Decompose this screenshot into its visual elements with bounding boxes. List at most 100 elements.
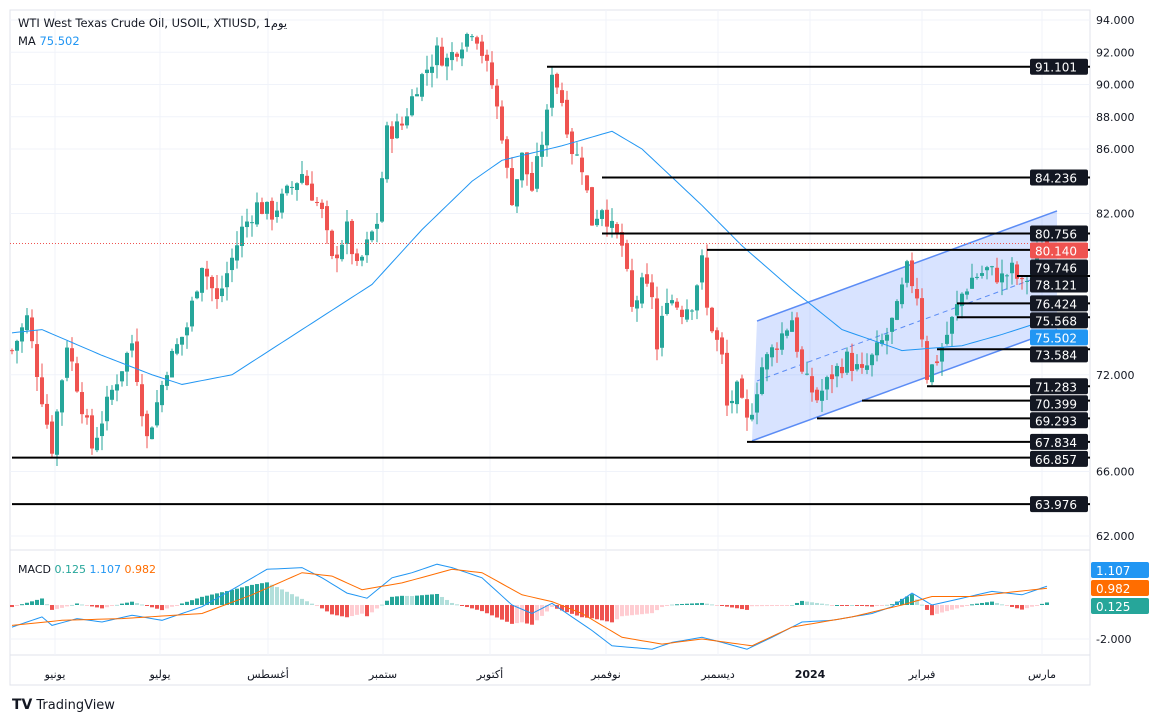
macd-histogram-bar: [635, 605, 639, 615]
candle-body: [485, 54, 489, 61]
candle-body: [620, 232, 624, 246]
macd-histogram-bar: [240, 587, 244, 605]
candle-body: [65, 347, 69, 378]
x-tick-label: ستمبر: [368, 668, 397, 681]
level-price-label-bg: [1030, 312, 1088, 329]
macd-value-label: 1.107: [1096, 564, 1130, 578]
macd-histogram-bar: [860, 605, 864, 606]
macd-histogram-bar: [460, 605, 464, 606]
candle-body: [715, 330, 719, 340]
macd-histogram-bar: [65, 605, 69, 607]
candle-body: [365, 239, 369, 256]
level-price-label-bg: [1030, 450, 1088, 467]
candle-body: [380, 178, 384, 222]
macd-histogram-bar: [525, 605, 529, 624]
macd-histogram-bar: [405, 595, 409, 605]
macd-histogram-bar: [640, 605, 644, 615]
tradingview-icon: TV: [12, 697, 33, 713]
candle-body: [995, 267, 999, 283]
candle-body: [525, 152, 529, 175]
candle-body: [90, 415, 94, 449]
candle-body: [610, 220, 614, 228]
candle-body: [665, 302, 669, 315]
candle-body: [920, 298, 924, 340]
macd-hist-value: 0.125: [54, 563, 86, 576]
candle-body: [565, 99, 569, 135]
candle-body: [930, 364, 934, 383]
candle-body: [940, 347, 944, 362]
candle-body: [945, 334, 949, 344]
candle-body: [475, 37, 479, 44]
candle-body: [660, 315, 664, 348]
macd-histogram-bar: [610, 605, 614, 623]
candle-body: [520, 152, 524, 181]
macd-histogram-bar: [760, 605, 764, 607]
candle-body: [875, 342, 879, 356]
level-price-label-bg: [1030, 378, 1088, 395]
macd-histogram-bar: [25, 602, 29, 605]
candle-body: [75, 363, 79, 392]
macd-histogram-bar: [930, 605, 934, 616]
macd-histogram-bar: [620, 605, 624, 617]
candle-body: [835, 365, 839, 377]
macd-value-label-bg: [1091, 562, 1149, 578]
symbol-title: WTI West Texas Crude Oil, USOIL, XTIUSD,…: [18, 16, 288, 30]
macd-histogram-bar: [550, 605, 554, 608]
macd-histogram-bar: [1045, 602, 1049, 605]
macd-histogram-bar: [975, 603, 979, 605]
candle-body: [550, 74, 554, 108]
candle-body: [150, 427, 154, 440]
candle-body: [115, 384, 119, 391]
candle-body: [860, 364, 864, 368]
candle-body: [105, 396, 109, 422]
candle-body: [335, 254, 339, 259]
macd-histogram-bar: [950, 605, 954, 610]
macd-histogram-bar: [1015, 605, 1019, 609]
candle-body: [515, 179, 519, 207]
candle-body: [145, 413, 149, 437]
macd-histogram-bar: [1020, 605, 1024, 610]
macd-histogram-bar: [265, 582, 269, 605]
channel-lower-line: [751, 328, 1058, 442]
macd-histogram-bar: [285, 591, 289, 605]
candle-body: [975, 276, 979, 278]
candle-body: [20, 327, 24, 342]
candle-body: [895, 301, 899, 320]
candle-body: [795, 317, 799, 352]
candle-body: [900, 284, 904, 305]
y-tick-label: 72.000: [1096, 369, 1135, 382]
candle-body: [110, 389, 114, 400]
macd-histogram-bar: [105, 605, 109, 608]
candle-body: [100, 423, 104, 437]
macd-histogram-bar: [340, 605, 344, 617]
candle-body: [730, 400, 734, 404]
tradingview-logo[interactable]: TV TradingView: [12, 697, 115, 713]
current-price-label-bg: [1030, 242, 1088, 259]
candle-body: [140, 384, 144, 417]
macd-histogram-bar: [585, 605, 589, 618]
candle-body: [170, 350, 174, 378]
macd-histogram-bar: [1005, 605, 1009, 606]
macd-label: MACD: [18, 563, 51, 576]
macd-histogram-bar: [360, 605, 364, 614]
macd-histogram-bar: [220, 592, 224, 605]
macd-histogram-bar: [75, 603, 79, 605]
candle-body: [290, 186, 294, 188]
level-price-label-bg: [1030, 169, 1088, 186]
candle-body: [910, 260, 914, 287]
candle-body: [680, 309, 684, 318]
level-price-label: 76.424: [1035, 297, 1077, 311]
candle-body: [985, 267, 989, 271]
candle-body: [435, 45, 439, 66]
macd-histogram-bar: [870, 605, 874, 607]
level-price-label: 71.283: [1035, 380, 1077, 394]
macd-histogram-bar: [900, 598, 904, 605]
macd-histogram-bar: [450, 602, 454, 605]
macd-histogram-bar: [955, 605, 959, 609]
candle-body: [825, 377, 829, 390]
macd-histogram-bar: [80, 604, 84, 606]
macd-histogram-bar: [455, 604, 459, 606]
candle-body: [755, 394, 759, 413]
macd-histogram-bar: [40, 598, 44, 605]
